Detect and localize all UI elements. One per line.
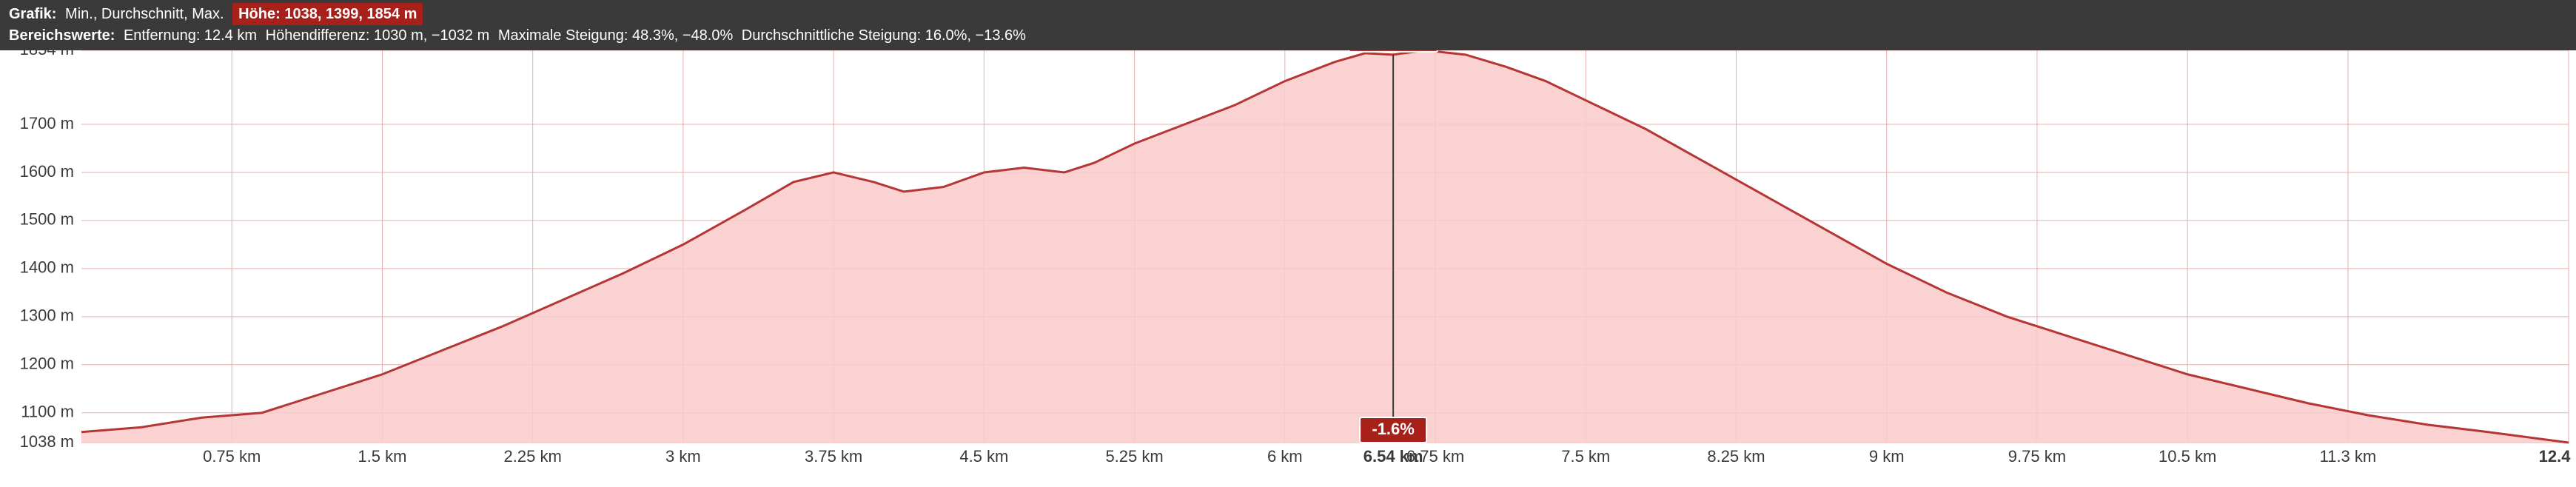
bereich-label: Bereichswerte: [9,27,115,44]
y-tick-label: 1100 m [21,403,74,421]
hoehendiff-value: Höhendifferenz: 1030 m, −1032 m [266,27,490,44]
y-tick-label: 1400 m [20,258,74,277]
y-tick-label: 1200 m [20,355,74,373]
maxsteigung-value: Maximale Steigung: 48.3%, −48.0% [498,27,733,44]
x-tick-label: 1.5 km [358,447,406,466]
elevation-svg: 1038 m 1100 m 1200 m 1300 m 1400 m 1500 m 1600… [0,50,2576,487]
x-tick-label: 0.75 km [203,447,261,466]
x-tick-label: 6 km [1267,447,1303,466]
cursor-elev-badge: 1845 m [1349,50,1438,52]
x-tick-label: 9.75 km [2008,447,2066,466]
cursor-grade-badge: -1.6% [1360,417,1426,443]
grafik-label: Grafik: [9,6,56,22]
x-tick-label: 9 km [1869,447,1905,466]
y-tick-label: 1500 m [20,210,74,229]
header-row-1: Grafik: Min., Durchschnitt, Max. Höhe: 1… [9,3,2567,25]
elevation-chart[interactable]: 1038 m 1100 m 1200 m 1300 m 1400 m 1500 m 1600… [0,50,2576,487]
y-tick-label: 1854 m [20,50,74,58]
x-tick-label: 4.5 km [959,447,1008,466]
x-tick-label: 3.75 km [805,447,862,466]
x-tick-label: 7.5 km [1561,447,1610,466]
x-tick-label: 3 km [665,447,701,466]
x-tick-label: 12.4 km [2539,447,2576,466]
entfernung-value: Entfernung: 12.4 km [124,27,257,44]
hoehe-badge: Höhe: 1038, 1399, 1854 m [232,3,423,25]
y-tick-label: 1300 m [20,306,74,325]
y-tick-label: 1600 m [20,162,74,181]
x-tick-label: 11.3 km [2320,447,2377,466]
grafik-value: Min., Durchschnitt, Max. [65,6,224,22]
durchsteigung-value: Durchschnittliche Steigung: 16.0%, −13.6… [742,27,1026,44]
x-tick-label: 6.75 km [1406,447,1464,466]
stats-header: Grafik: Min., Durchschnitt, Max. Höhe: 1… [0,0,2576,50]
y-tick-label: 1038 m [20,432,74,451]
x-tick-label: 10.5 km [2159,447,2216,466]
x-tick-label: 2.25 km [504,447,562,466]
x-tick-label: 8.25 km [1707,447,1765,466]
header-row-2: Bereichswerte: Entfernung: 12.4 km Höhen… [9,25,2567,46]
x-tick-label: 5.25 km [1105,447,1163,466]
svg-text:-1.6%: -1.6% [1372,420,1414,438]
y-tick-label: 1700 m [20,114,74,132]
